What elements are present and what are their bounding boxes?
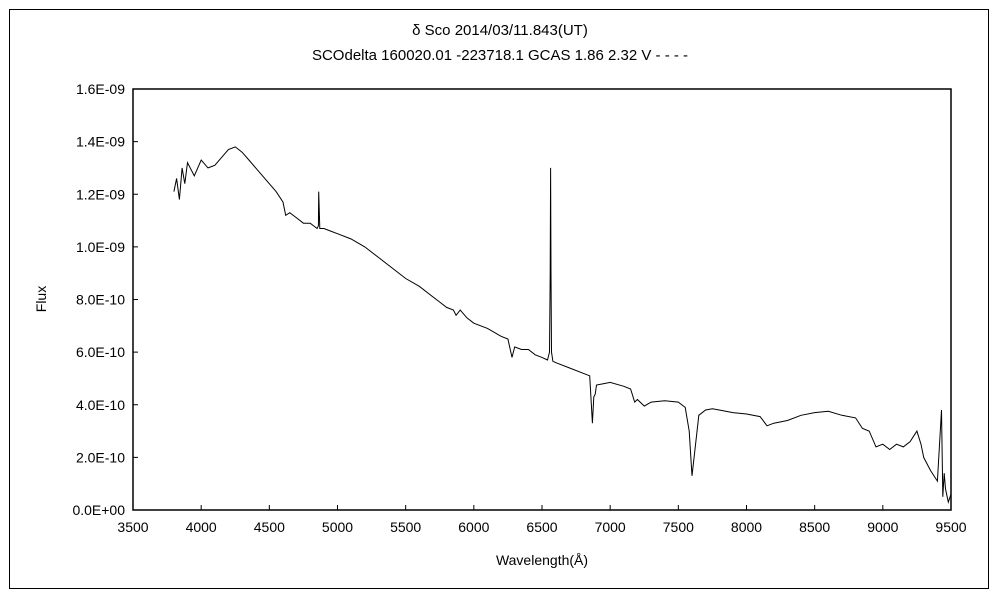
chart-title: δ Sco 2014/03/11.843(UT)	[412, 22, 588, 39]
x-tick-label: 7000	[595, 519, 626, 535]
x-tick-label: 9000	[867, 519, 898, 535]
y-tick-label: 6.0E-10	[76, 344, 125, 360]
x-tick-label: 5500	[390, 519, 421, 535]
x-tick-label: 5000	[322, 519, 353, 535]
x-axis-title: Wavelength(Å)	[496, 552, 588, 568]
spectrum-line	[173, 146, 952, 504]
y-tick-label: 1.4E-09	[76, 134, 125, 150]
y-tick-label: 2.0E-10	[76, 449, 125, 465]
y-tick-label: 1.2E-09	[76, 186, 125, 202]
x-tick-label: 3500	[117, 519, 148, 535]
plot-area	[132, 88, 952, 511]
chart-frame	[9, 9, 989, 589]
x-tick-label: 9500	[935, 519, 966, 535]
x-tick-label: 8500	[799, 519, 830, 535]
x-tick-label: 4000	[186, 519, 217, 535]
y-tick-label: 8.0E-10	[76, 292, 125, 308]
y-tick-label: 1.0E-09	[76, 239, 125, 255]
y-tick-label: 4.0E-10	[76, 397, 125, 413]
x-tick-label: 8000	[731, 519, 762, 535]
y-tick-label: 0.0E+00	[72, 502, 125, 518]
x-tick-label: 6500	[526, 519, 557, 535]
chart-subtitle: SCOdelta 160020.01 -223718.1 GCAS 1.86 2…	[311, 47, 689, 64]
y-axis-title: Flux	[33, 286, 49, 312]
x-tick-label: 4500	[254, 519, 285, 535]
x-tick-label: 6000	[458, 519, 489, 535]
x-tick-label: 7500	[663, 519, 694, 535]
y-tick-label: 1.6E-09	[76, 81, 125, 97]
